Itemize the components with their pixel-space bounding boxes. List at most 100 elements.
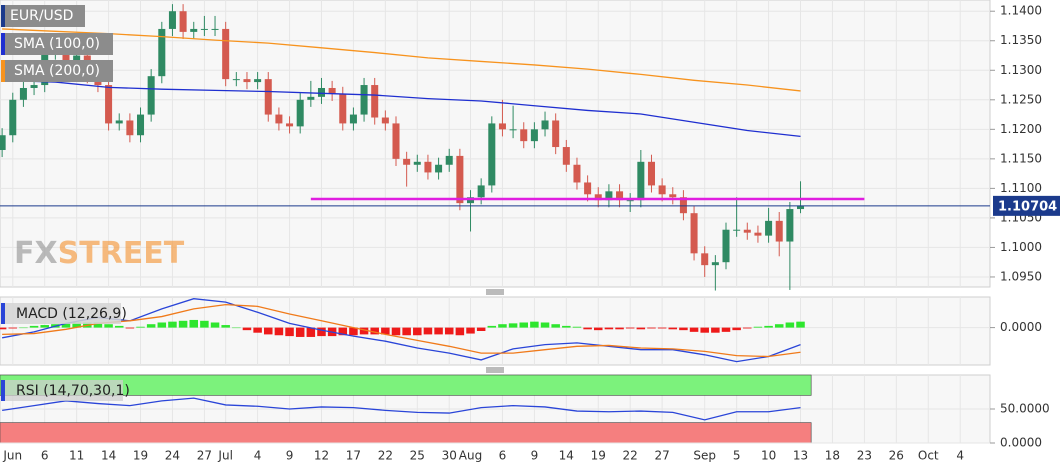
- candle-body: [435, 164, 443, 173]
- candle-body: [413, 161, 421, 165]
- x-tick-label: 22: [623, 449, 638, 463]
- macd-histogram-bar: [168, 321, 177, 328]
- panel-resize-handle[interactable]: [486, 289, 504, 373]
- macd-histogram-bar: [125, 327, 135, 329]
- indicator-line: [2, 397, 801, 421]
- x-tick-label: 18: [825, 449, 840, 463]
- chart-title: EUR/USD: [10, 8, 73, 24]
- candle-body: [30, 85, 38, 88]
- candle-body: [168, 11, 176, 29]
- candle-body: [232, 79, 240, 81]
- x-tick-label: Jun: [2, 449, 22, 463]
- macd-histogram-bar: [402, 327, 411, 336]
- candle-body: [200, 28, 208, 30]
- x-tick-label: 14: [559, 449, 574, 463]
- candle-body: [296, 99, 304, 127]
- x-tick-label: Oct: [918, 449, 939, 463]
- y-tick-label: 1.1000: [1000, 240, 1042, 254]
- candle-body: [445, 155, 453, 165]
- macd-histogram-bar: [306, 327, 316, 337]
- candle-body: [722, 229, 730, 263]
- macd-histogram-bar: [381, 327, 390, 335]
- macd-histogram-bar: [700, 327, 709, 333]
- candle-body: [360, 85, 368, 115]
- candle-body: [530, 129, 538, 142]
- macd-histogram-bar: [29, 325, 39, 328]
- macd-histogram-bar: [551, 324, 560, 328]
- macd-histogram-bar: [359, 327, 369, 335]
- macd-histogram-bar: [743, 327, 752, 329]
- last-price-label: 1.10704: [998, 199, 1057, 214]
- candle-body: [669, 194, 677, 198]
- candle-body: [797, 206, 805, 210]
- macd-histogram-bar: [146, 324, 156, 328]
- macd-histogram-bar: [711, 327, 720, 333]
- candle-body: [317, 87, 325, 97]
- macd-histogram-bar: [413, 327, 422, 336]
- candle-body: [243, 79, 251, 83]
- candle-body: [765, 220, 773, 236]
- macd-histogram-bar: [721, 327, 731, 332]
- macd-histogram-bar: [668, 327, 678, 330]
- last-price-box: [993, 195, 1060, 216]
- x-tick-label: 23: [857, 449, 872, 463]
- candle-body: [690, 213, 698, 254]
- macd-histogram-bar: [466, 327, 475, 334]
- candle-body: [381, 117, 389, 124]
- candle-body: [498, 123, 506, 130]
- candle-body: [488, 123, 496, 186]
- macd-histogram-bar: [19, 327, 28, 329]
- macd-histogram-bar: [114, 325, 124, 328]
- macd-histogram-bar: [61, 323, 71, 328]
- x-tick-label: 6: [41, 449, 49, 463]
- x-tick-label: 27: [654, 449, 669, 463]
- x-tick-label: 4: [254, 449, 262, 463]
- macd-histogram-bar: [72, 322, 81, 328]
- macd-histogram-bar: [178, 320, 188, 328]
- macd-histogram-bar: [189, 319, 198, 328]
- indicator-line: [2, 298, 801, 363]
- plot-layer: Jun 6 11 14 19 24 27 Jul 4 9 12 17 22 25 30 Aug 6 9 14 19 22…: [0, 0, 1050, 463]
- y-tick-label: 0.0000: [1000, 320, 1042, 334]
- macd-histogram-bar: [221, 325, 230, 328]
- candle-body: [211, 28, 219, 30]
- candle-body: [403, 158, 411, 165]
- candle-body: [775, 220, 783, 242]
- macd-histogram-bar: [615, 327, 624, 330]
- candle-body: [307, 96, 315, 100]
- macd-histogram-bar: [210, 322, 220, 328]
- x-tick-label: 17: [346, 449, 361, 463]
- macd-histogram-bar: [264, 327, 273, 335]
- legend-label: SMA (200,0): [14, 63, 100, 79]
- macd-title-box: [1, 303, 121, 324]
- candle-body: [0, 135, 6, 150]
- macd-histogram-bar: [753, 326, 763, 328]
- x-tick-label: 27: [197, 449, 212, 463]
- macd-histogram-bar: [370, 327, 379, 335]
- candle-body: [743, 229, 751, 233]
- macd-title-marker: [1, 303, 5, 324]
- macd-histogram-bar: [604, 327, 614, 330]
- x-tick-label: 30: [442, 449, 457, 463]
- candle-body: [520, 129, 528, 142]
- macd-histogram-bar: [455, 327, 465, 336]
- title-marker: [1, 5, 5, 27]
- candle-body: [349, 114, 357, 124]
- candle-body: [264, 79, 272, 115]
- candle-body: [626, 200, 634, 202]
- macd-histogram-bar: [423, 327, 433, 335]
- candle-body: [658, 185, 666, 195]
- y-tick-label: 1.1200: [1000, 122, 1042, 136]
- macd-histogram-bar: [562, 325, 571, 328]
- candle-body: [19, 87, 27, 100]
- x-tick-label: 24: [165, 449, 180, 463]
- macd-histogram-bar: [242, 327, 252, 331]
- x-tick-label: Sep: [693, 449, 716, 463]
- candle-body: [339, 93, 347, 124]
- macd-histogram-bar: [796, 321, 805, 328]
- candle-body: [179, 11, 187, 32]
- title-box: [1, 5, 85, 27]
- candle-body: [573, 164, 581, 183]
- candle-body: [701, 253, 709, 266]
